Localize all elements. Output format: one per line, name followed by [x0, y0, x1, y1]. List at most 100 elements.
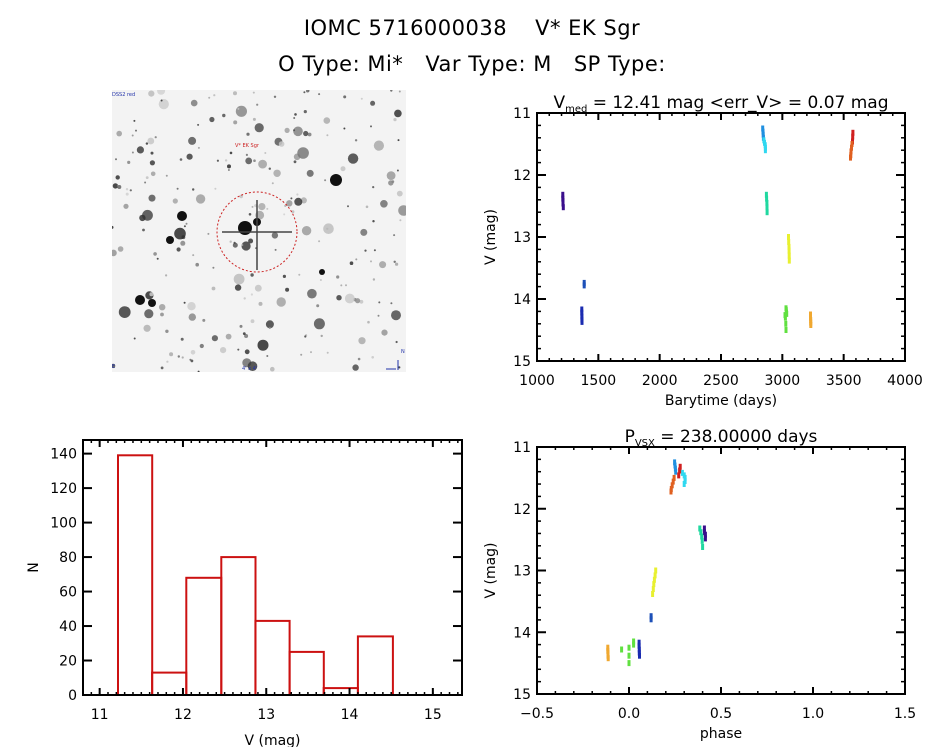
star [359, 299, 364, 304]
sky-label-survey: DSS2 red [112, 92, 135, 98]
star [241, 244, 244, 246]
x-tick-label: 12 [174, 707, 192, 723]
data-point [787, 239, 791, 245]
star [247, 361, 258, 372]
star [233, 273, 245, 285]
star [286, 200, 293, 207]
star [252, 91, 255, 94]
star [212, 266, 215, 269]
star [195, 262, 199, 267]
data-point [700, 537, 704, 544]
star [207, 232, 210, 235]
star [352, 364, 359, 371]
series-seg8 [620, 638, 636, 667]
star [395, 340, 398, 344]
star [118, 306, 131, 318]
title-rest: = 12.41 mag <err_V> = 0.07 mag [587, 93, 888, 113]
data-point [652, 576, 656, 583]
star [355, 258, 358, 261]
data-point [673, 465, 677, 472]
star [160, 312, 164, 317]
data-point [763, 147, 767, 154]
star [293, 126, 303, 137]
star [237, 107, 240, 110]
star [270, 366, 275, 372]
star [227, 169, 230, 171]
data-point [761, 125, 765, 132]
star [265, 320, 274, 329]
star [125, 192, 129, 196]
star [303, 130, 309, 137]
star [390, 302, 393, 305]
star [213, 94, 216, 97]
otype-label: O Type: Mi* [278, 52, 404, 76]
y-tick-label: 40 [59, 619, 77, 635]
star [199, 343, 204, 349]
data-point [787, 252, 791, 259]
star [276, 297, 286, 307]
star [197, 123, 200, 126]
data-point [651, 586, 655, 592]
star [252, 117, 256, 121]
star [188, 313, 196, 321]
star [251, 205, 254, 208]
data-point [627, 660, 631, 667]
star [318, 93, 321, 96]
series-seg10 [677, 463, 682, 479]
y-tick-label: 12 [513, 502, 531, 518]
star [357, 357, 361, 361]
data-point [671, 478, 675, 485]
y-tick-label: 13 [513, 230, 531, 246]
star [297, 147, 309, 159]
star [245, 153, 248, 156]
star [290, 197, 293, 200]
star [360, 228, 368, 236]
star [150, 151, 154, 155]
star [393, 118, 397, 122]
sky-label-scale: 4' x 4' [242, 366, 257, 372]
series-seg11 [669, 474, 676, 495]
star [245, 157, 253, 165]
star [364, 249, 367, 252]
star [181, 356, 184, 359]
bright-star [166, 236, 174, 244]
star [180, 337, 184, 341]
x-tick-label: 1000 [519, 373, 555, 389]
star [242, 332, 246, 335]
star [303, 110, 307, 114]
data-point [699, 529, 703, 536]
phase-curve-chart: PVSX = 238.00000 days −0.5 0.0 0.5 1.0 1.5 11 1… [483, 427, 916, 742]
star [377, 314, 380, 317]
x-tick-label: 14 [341, 707, 359, 723]
x-tick-label: 0.0 [618, 706, 640, 722]
data-point [561, 200, 565, 207]
star [190, 359, 194, 363]
star [372, 220, 375, 223]
star [237, 348, 240, 351]
star [148, 194, 156, 202]
data-point [765, 199, 769, 206]
y-tick-label: 20 [59, 654, 77, 670]
star [195, 194, 206, 204]
star [131, 151, 134, 154]
star [241, 241, 251, 251]
data-point [651, 591, 655, 597]
series-seg6 [764, 191, 769, 216]
star [166, 360, 169, 363]
light-curve-chart: Vmed = 12.41 mag <err_V> = 0.07 mag 1000 1… [483, 93, 923, 409]
y-tick-label: 60 [59, 585, 77, 601]
star [127, 160, 131, 164]
star [165, 174, 168, 177]
title-subscript: VSX [635, 438, 655, 449]
star [246, 132, 250, 136]
sky-label-north: N [401, 349, 405, 355]
x-tick-label: 13 [257, 707, 275, 723]
star [373, 249, 376, 252]
star [303, 91, 306, 94]
x-tick-label: −0.5 [520, 706, 554, 722]
star [176, 247, 181, 252]
data-point [580, 318, 584, 325]
star [197, 370, 200, 372]
histogram-bar [288, 650, 325, 697]
data-point [649, 616, 653, 623]
